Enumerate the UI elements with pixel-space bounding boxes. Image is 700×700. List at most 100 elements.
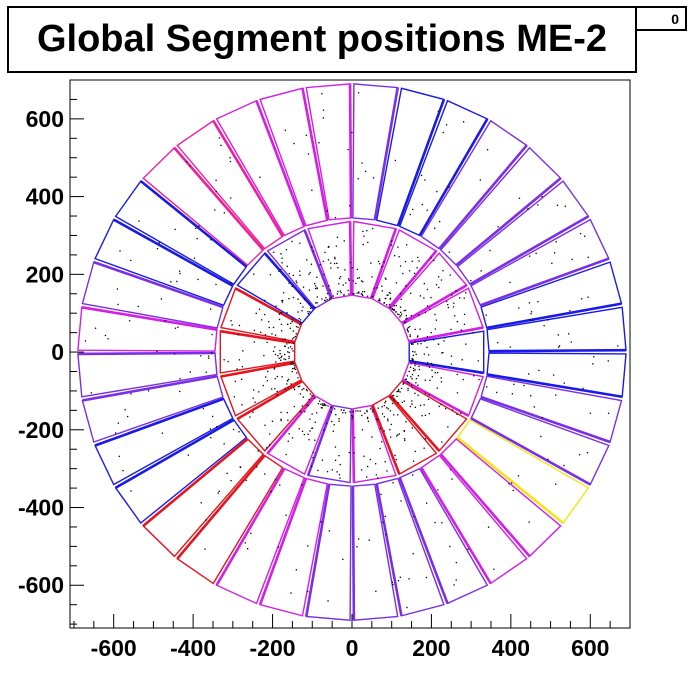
segment-point [340, 292, 342, 294]
segment-point [395, 282, 398, 284]
segment-point [543, 325, 545, 327]
segment-point [407, 327, 409, 329]
segment-point [293, 405, 295, 408]
segment-point [395, 304, 397, 307]
segment-point [294, 335, 296, 338]
segment-point [355, 282, 357, 285]
segment-point [408, 370, 410, 373]
segment-point [233, 396, 235, 398]
chamber-edge-inner-9 [234, 287, 302, 326]
segment-point [415, 378, 418, 380]
segment-point [227, 360, 229, 363]
segment-point [314, 283, 316, 285]
segment-point [247, 548, 249, 550]
segment-point [288, 355, 290, 358]
segment-point [427, 398, 430, 400]
y-tick-label: 400 [26, 184, 64, 210]
segment-point [275, 305, 277, 307]
segment-point [424, 340, 426, 342]
segment-point [291, 437, 294, 439]
segment-point [268, 326, 270, 329]
segment-point [179, 378, 181, 380]
segment-point [417, 343, 419, 345]
segment-point [288, 298, 290, 300]
segment-point [291, 363, 293, 365]
segment-point [413, 370, 415, 372]
segment-point [371, 295, 373, 298]
segment-point [301, 430, 304, 432]
segment-point [360, 280, 363, 282]
segment-point [406, 375, 408, 377]
chamber-outer-13 [176, 119, 284, 250]
segment-point [252, 411, 254, 413]
segment-point [377, 260, 380, 262]
segment-point [274, 334, 277, 336]
segment-point [130, 259, 132, 262]
segment-point [426, 364, 428, 366]
segment-point [358, 538, 360, 540]
segment-point [414, 341, 416, 343]
segment-point [137, 305, 139, 308]
x-tick-label: 200 [412, 635, 450, 661]
segment-point [240, 466, 242, 468]
segment-point [280, 419, 282, 422]
segment-point [389, 429, 391, 431]
segment-point [396, 395, 398, 397]
segment-point [372, 177, 375, 179]
segment-point [406, 317, 408, 319]
segment-point [584, 235, 586, 237]
segment-point [176, 280, 178, 283]
segment-point [461, 359, 463, 361]
segment-point [418, 314, 420, 316]
segment-point [275, 361, 277, 363]
chamber-edge-outer-21 [94, 397, 225, 447]
segment-point [343, 240, 345, 242]
segment-point [400, 298, 402, 300]
segment-point [215, 179, 217, 181]
segment-point [288, 357, 290, 360]
segment-point [264, 334, 267, 336]
segment-point [391, 581, 393, 583]
segment-point [423, 447, 425, 449]
chamber-edge-inner-7 [303, 229, 333, 300]
segment-point [404, 439, 406, 442]
segment-point [299, 270, 301, 272]
segment-point [424, 438, 427, 440]
segment-point [437, 343, 440, 345]
segment-point [571, 258, 573, 261]
segment-point [390, 423, 392, 426]
segment-point [259, 176, 261, 178]
segment-point [356, 546, 358, 548]
segment-point [218, 137, 221, 139]
segment-point [436, 387, 438, 389]
segment-point [420, 174, 423, 177]
chamber-edge-outer-17 [93, 260, 224, 309]
segment-point [301, 310, 303, 312]
chamber-edge-inner-18 [401, 378, 470, 417]
segment-point [410, 363, 412, 365]
segment-point [234, 380, 236, 383]
segment-point [118, 455, 120, 457]
chamber-outer-2 [480, 261, 623, 329]
x-tick-label: -600 [91, 635, 137, 661]
segment-point [396, 435, 398, 437]
chamber-edge-inner-12 [236, 379, 303, 421]
segment-point [293, 387, 295, 389]
chamber-edge-outer-14 [173, 146, 265, 251]
segment-point [360, 293, 362, 295]
segment-point [276, 394, 278, 396]
segment-point [412, 460, 415, 462]
segment-point [293, 337, 295, 339]
segment-point [449, 274, 451, 276]
segment-point [389, 298, 391, 300]
segment-point [214, 209, 216, 211]
segment-point [338, 474, 341, 476]
segment-point [456, 413, 458, 415]
segment-point [397, 434, 399, 436]
segment-point [241, 366, 243, 368]
segment-point [284, 358, 287, 361]
segment-point [210, 239, 212, 241]
segment-point [390, 436, 392, 438]
segment-point [527, 208, 529, 210]
segment-point [364, 412, 366, 414]
